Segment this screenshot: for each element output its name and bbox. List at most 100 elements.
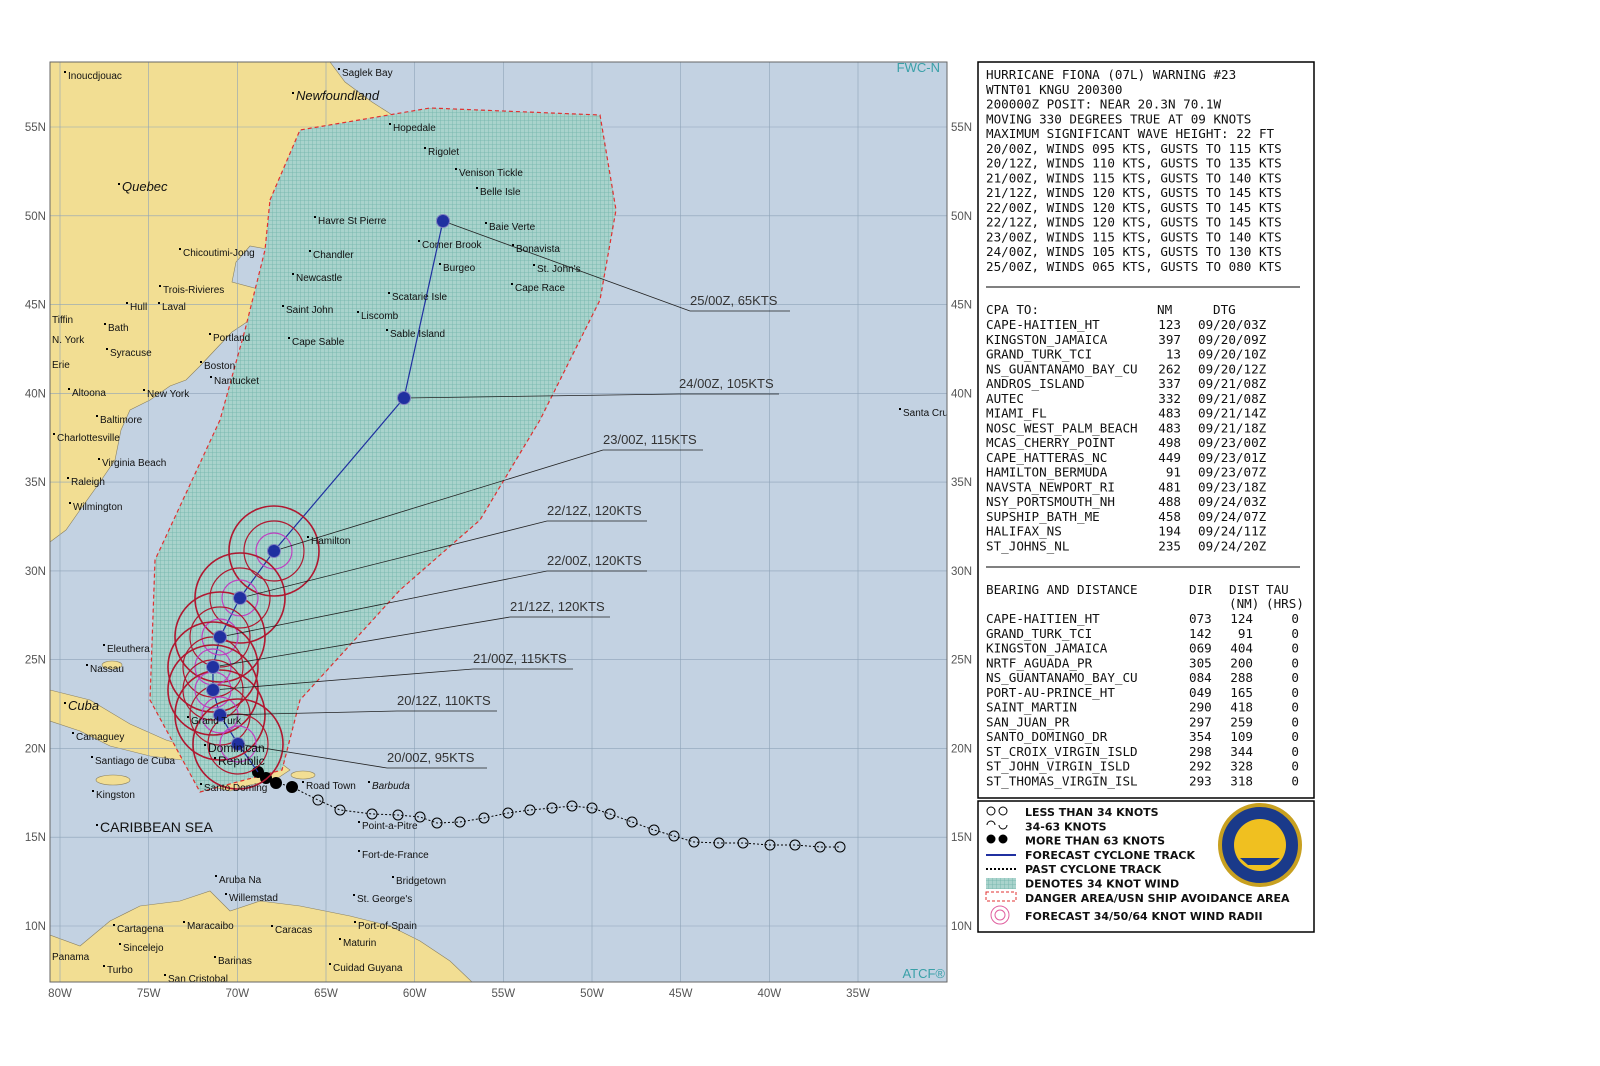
place-marker: [418, 240, 420, 242]
bearing-cell: 124: [1230, 611, 1253, 626]
label-leader: [403, 393, 680, 399]
cpa-cell: NSY_PORTSMOUTH_NH: [986, 494, 1115, 509]
wind-radius-34: [228, 505, 320, 597]
place-label: Altoona: [72, 388, 106, 399]
bahamas: [101, 660, 123, 670]
cpa-cell: SUPSHIP_BATH_ME: [986, 509, 1100, 524]
place-label: Sincelejo: [123, 943, 164, 954]
lat-tick-label: 45N: [25, 300, 46, 312]
cpa-cell: 09/24/20Z: [1198, 538, 1267, 553]
place-marker: [485, 222, 487, 224]
place-label: Willemstad: [229, 893, 278, 904]
lat-tick-label: 15N: [25, 832, 46, 844]
place-marker: [214, 757, 216, 759]
lat-tick-label: 40N: [951, 388, 972, 400]
place-label: Baltimore: [100, 415, 143, 426]
map-frame: [49, 61, 948, 983]
place-marker: [511, 283, 513, 285]
tropical-storm-symbol: [366, 808, 378, 820]
place-marker: [104, 323, 106, 325]
bulletin-line: WTNT01 KNGU 200300: [986, 82, 1122, 97]
forecast-position: [206, 660, 220, 674]
bulletin-line: 20/00Z, WINDS 095 KTS, GUSTS TO 115 KTS: [986, 141, 1282, 156]
place-marker: [72, 732, 74, 734]
place-label: Hamilton: [311, 536, 350, 547]
bearing-cell: 084: [1189, 670, 1212, 685]
bearing-cell: 109: [1230, 729, 1253, 744]
place-label: Saglek Bay: [342, 68, 393, 79]
bulletin-line: 200000Z POSIT: NEAR 20.3N 70.1W: [986, 97, 1221, 112]
tropical-storm-symbol: [334, 804, 346, 816]
legend-entry: FORECAST CYCLONE TRACK: [1025, 849, 1195, 862]
wind-radius-50: [207, 713, 269, 775]
place-label: Boston: [204, 361, 235, 372]
place-marker: [86, 664, 88, 666]
bulletin-line: 25/00Z, WINDS 065 KTS, GUSTS TO 080 KTS: [986, 259, 1282, 274]
cpa-cell: 09/20/03Z: [1198, 317, 1267, 332]
place-marker: [67, 477, 69, 479]
wind-radius-34: [174, 591, 266, 683]
place-marker: [358, 850, 360, 852]
bearing-cell: 0: [1291, 641, 1299, 656]
cpa-cell: 09/21/18Z: [1198, 420, 1267, 435]
place-marker: [92, 790, 94, 792]
cpa-cell: 09/20/09Z: [1198, 332, 1267, 347]
place-label: Santa Cru: [903, 408, 948, 419]
wind-radius-64: [201, 696, 239, 734]
place-label: Republic: [218, 754, 265, 768]
place-marker: [209, 333, 211, 335]
cpa-cell: 483: [1158, 406, 1181, 421]
lon-tick-label: 55W: [492, 988, 516, 1000]
bearing-cell: 0: [1291, 611, 1299, 626]
place-marker: [119, 943, 121, 945]
place-marker: [96, 415, 98, 417]
place-label: Wilmington: [73, 502, 122, 513]
bearing-cell: 0: [1291, 714, 1299, 729]
bearing-cell: 404: [1230, 641, 1253, 656]
place-label: Bath: [108, 323, 129, 334]
place-label: Santiago de Cuba: [95, 756, 176, 767]
place-marker: [533, 264, 535, 266]
place-marker: [103, 644, 105, 646]
wind-radius-34: [194, 552, 286, 644]
bearing-cell: 290: [1189, 700, 1212, 715]
depression-symbol: [713, 837, 725, 849]
legend-symbols: [985, 806, 1017, 925]
cpa-cell: 458: [1158, 509, 1181, 524]
label-leader: [442, 220, 691, 312]
forecast-position: [397, 391, 411, 405]
place-label: Virginia Beach: [102, 458, 166, 469]
wind-radius-64: [201, 618, 239, 656]
cpa-cell: 13: [1166, 347, 1181, 362]
lon-tick-label: 40W: [758, 988, 782, 1000]
map-labels: Inoucdjouac Saglek Bay Newfoundland Quebec H…: [52, 68, 948, 985]
place-marker: [91, 756, 93, 758]
place-label: Panama: [52, 952, 90, 963]
cpa-cell: MIAMI_FL: [986, 406, 1047, 421]
bearing-cell: 354: [1189, 729, 1212, 744]
place-label: San Cristobal: [168, 974, 228, 985]
place-marker: [69, 502, 71, 504]
forecast-label: 22/00Z, 120KTS: [547, 553, 642, 568]
hurricane-symbol: [286, 781, 298, 793]
place-marker: [53, 433, 55, 435]
forecast-label: 20/12Z, 110KTS: [397, 693, 491, 708]
cpa-cell: HAMILTON_BERMUDA: [986, 465, 1108, 480]
cpa-cell: ST_JOHNS_NL: [986, 538, 1069, 553]
legend-entry: DANGER AREA/USN SHIP AVOIDANCE AREA: [1025, 892, 1290, 905]
lat-tick-label: 15N: [951, 832, 972, 844]
place-marker: [164, 974, 166, 976]
bearing-cell: SAN_JUAN_PR: [986, 714, 1070, 729]
bearing-cell: NS_GUANTANAMO_BAY_CU: [986, 670, 1138, 685]
cpa-cell: ANDROS_ISLAND: [986, 376, 1085, 391]
place-marker: [354, 921, 356, 923]
bearing-cell: 165: [1230, 685, 1253, 700]
bearing-cell: ST_JOHN_VIRGIN_ISLD: [986, 759, 1130, 774]
place-label: Burgeo: [443, 263, 476, 274]
cpa-cell: 09/23/00Z: [1198, 435, 1267, 450]
cpa-cell: 09/20/10Z: [1198, 347, 1267, 362]
place-label: Raleigh: [71, 477, 105, 488]
lat-tick-label: 25N: [25, 655, 46, 667]
label-leader: [237, 743, 388, 769]
bearing-header: BEARING AND DISTANCE: [986, 582, 1138, 597]
